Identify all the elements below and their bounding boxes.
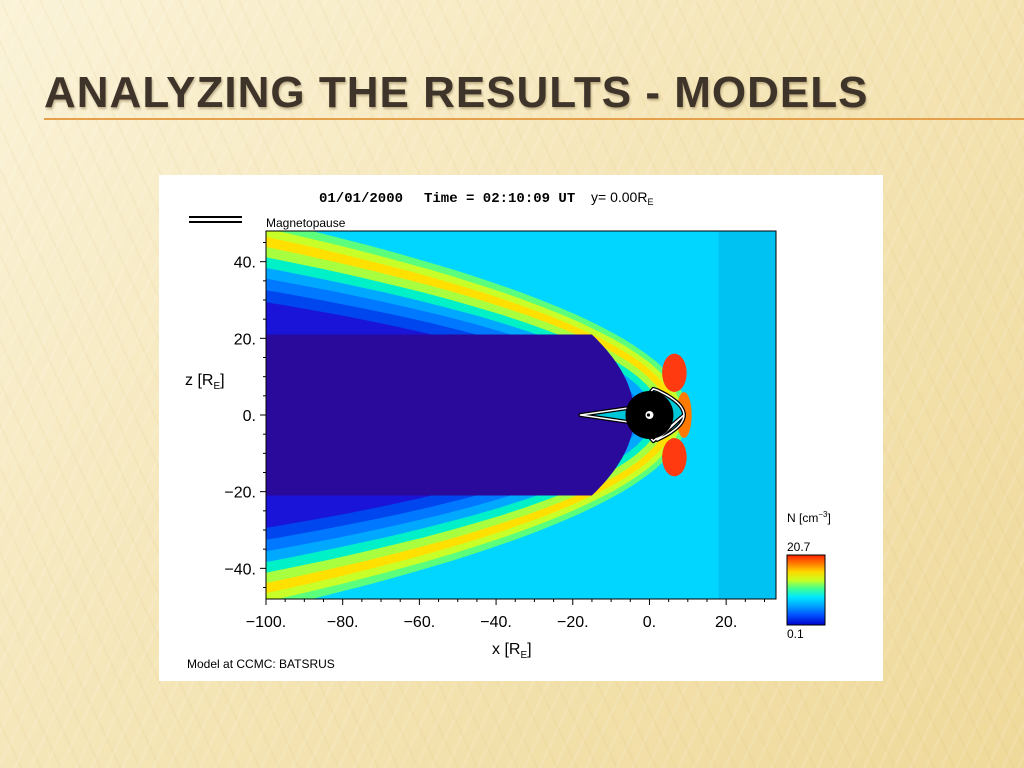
colorbar-label-close: ] [827, 511, 830, 525]
y-axis-label-main: z [R [185, 372, 213, 389]
density-plot: 01/01/2000 Time = 02:10:09 UT y= 0.00RE … [185, 189, 831, 671]
y-axis-label-sub: E [213, 381, 220, 392]
x-axis-label-close: ] [527, 641, 531, 658]
x-tick-label: −80. [327, 614, 359, 631]
axis-ticks [260, 242, 765, 605]
plot-slice: y= 0.00RE [591, 189, 653, 207]
y-axis-label: z [RE] [185, 372, 225, 392]
upstream-solar-wind-band [718, 231, 776, 599]
x-axis-label: x [RE] [492, 641, 532, 661]
y-tick-label: −40. [224, 561, 256, 578]
tail-core-region [266, 334, 635, 496]
magnetopause-legend-label: Magnetopause [266, 216, 346, 230]
model-credit: Model at CCMC: BATSRUS [187, 657, 335, 671]
colorbar-label: N [cm−3] [787, 510, 831, 525]
plot-time: Time = 02:10:09 UT [424, 191, 575, 207]
density-field [266, 231, 776, 599]
x-tick-label: −60. [404, 614, 436, 631]
x-tick-label: 0. [643, 614, 656, 631]
colorbar-max-label: 20.7 [787, 540, 811, 554]
x-axis-label-main: x [R [492, 641, 520, 658]
slide-title: ANALYZING THE RESULTS - MODELS [44, 68, 869, 117]
plot-date: 01/01/2000 [319, 191, 403, 207]
plot-slice-text: y= 0.00R [591, 189, 647, 205]
y-tick-label: 20. [234, 331, 256, 348]
y-tick-label: −20. [224, 485, 256, 502]
density-peak-north [662, 353, 687, 392]
y-tick-label: 40. [234, 255, 256, 272]
x-tick-label: −100. [246, 614, 286, 631]
colorbar-label-main: N [cm [787, 511, 818, 525]
axis-tick-labels: −100. −80. −60. −40. −20. 0. 20. 40. 20. 0. −20. −4… [224, 255, 737, 631]
x-tick-label: −40. [480, 614, 512, 631]
colorbar-min-label: 0.1 [787, 627, 804, 641]
y-axis-label-close: ] [220, 372, 224, 389]
x-tick-label: 20. [715, 614, 737, 631]
magnetopause-contour-inner [579, 388, 685, 442]
x-axis-label-sub: E [520, 650, 527, 661]
earth-marker-dot [646, 413, 651, 417]
x-tick-label: −20. [557, 614, 589, 631]
title-underline [44, 118, 1024, 120]
colorbar [786, 554, 826, 626]
plot-slice-sub: E [647, 197, 653, 207]
model-figure: 01/01/2000 Time = 02:10:09 UT y= 0.00RE … [159, 175, 883, 681]
density-peak-south [662, 438, 687, 477]
y-tick-label: 0. [243, 408, 256, 425]
colorbar-label-sup: −3 [818, 510, 828, 519]
